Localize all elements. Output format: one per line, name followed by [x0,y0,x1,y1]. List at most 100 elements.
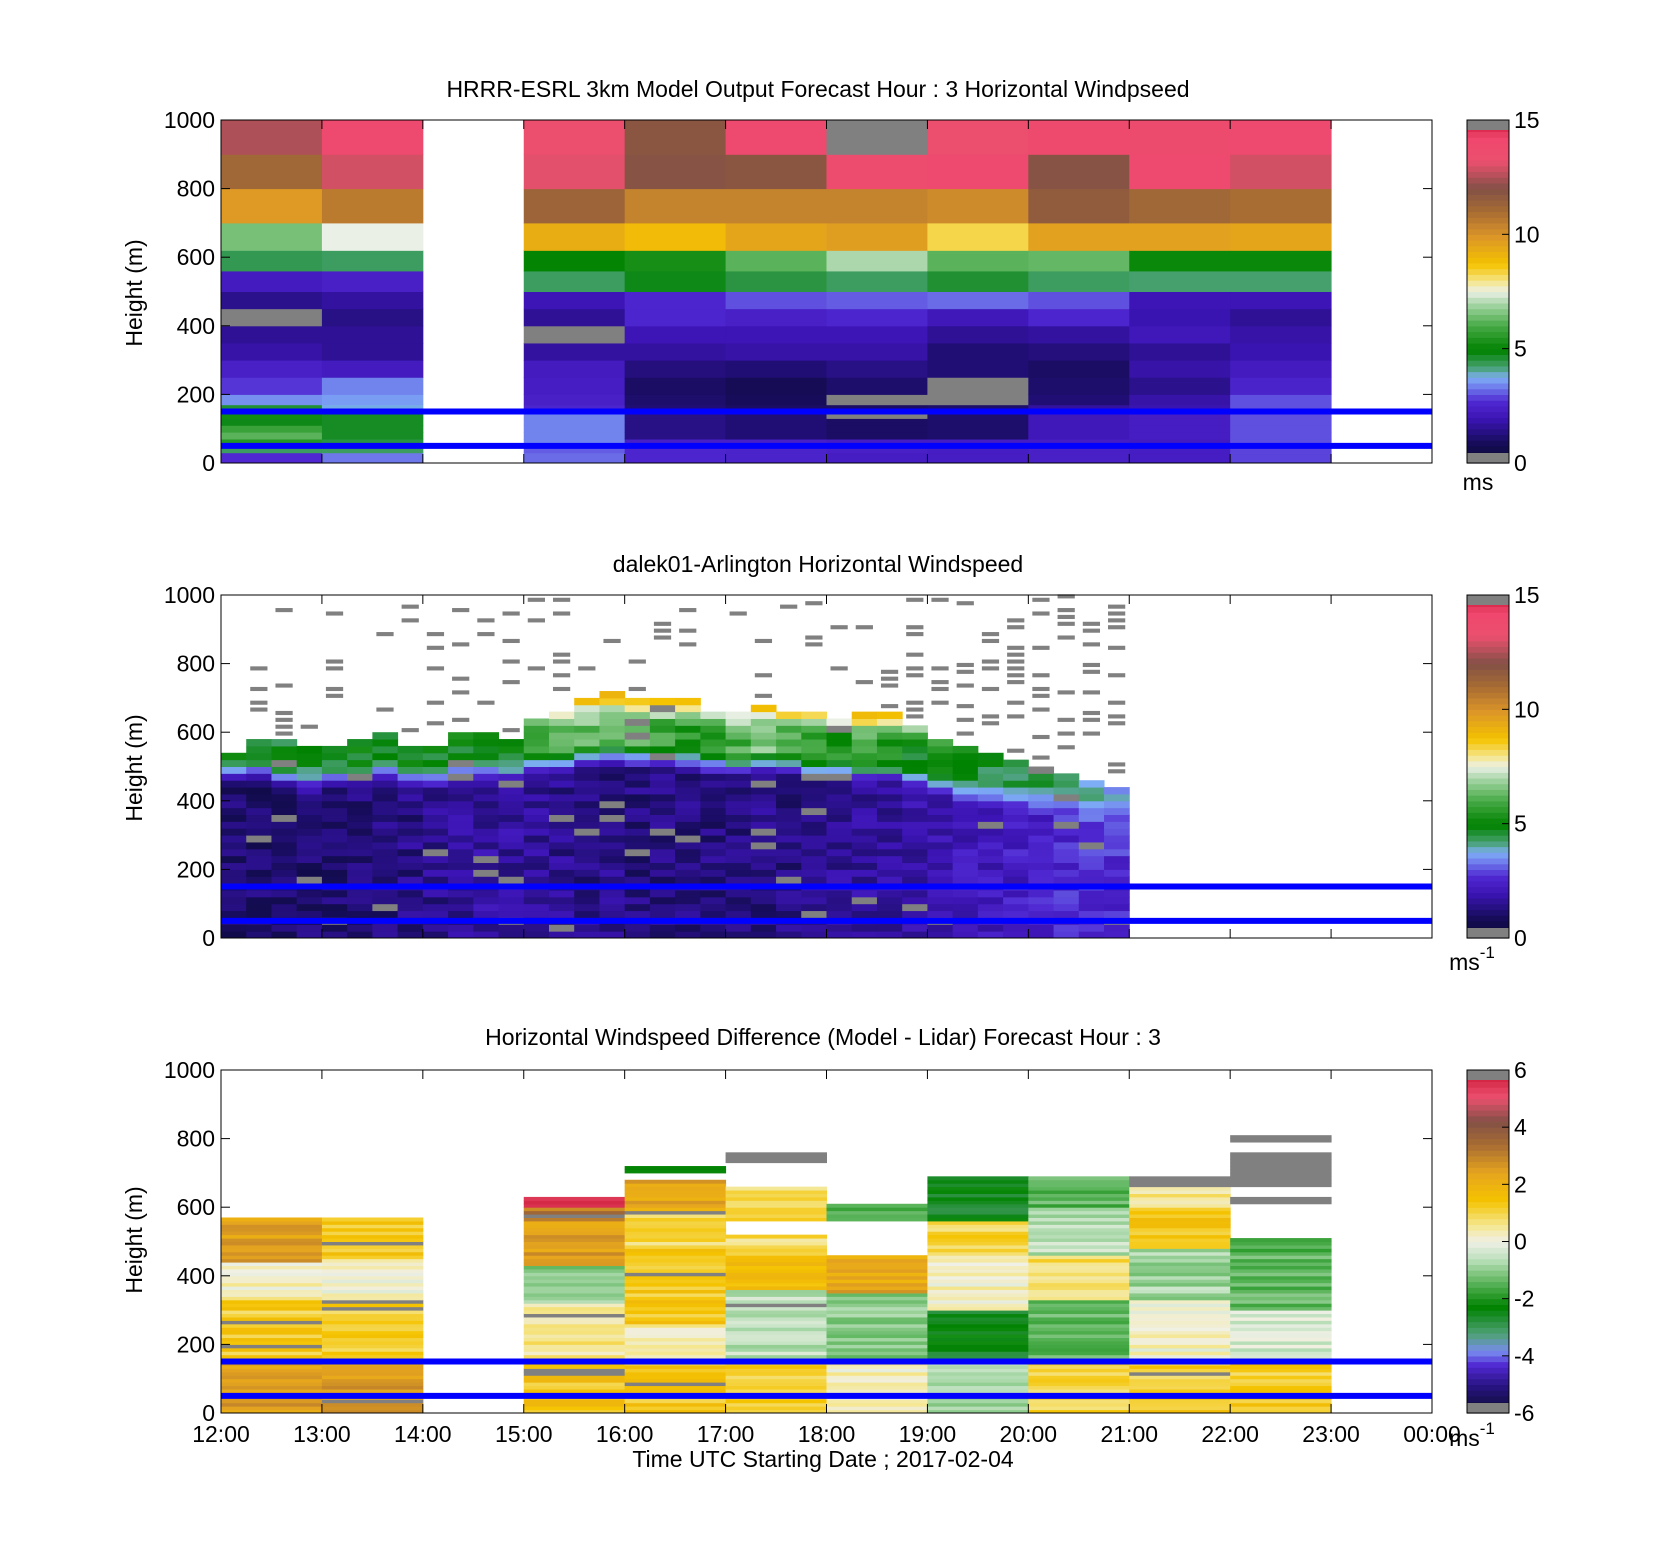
colorbar-segment [1467,331,1509,338]
heatmap-cell [321,1320,424,1325]
heatmap-cell [750,889,777,898]
heatmap-cell [1129,1272,1231,1277]
heatmap-cell [927,1193,1029,1198]
heatmap-cell [750,800,777,809]
heatmap-cell [624,1217,727,1222]
heatmap-cell [649,903,676,912]
heatmap-cell [448,862,474,870]
heatmap-cell [624,876,651,884]
heatmap-cell [1230,1402,1332,1407]
colorbar-segment [1467,617,1509,625]
missing-return [325,693,344,698]
heatmap-cell [372,800,399,809]
heatmap-cell [977,841,1004,850]
heatmap-cell [776,711,802,719]
heatmap-cell [826,752,853,761]
heatmap-cell [221,876,247,884]
missing-return [1007,673,1025,678]
heatmap-cell [1104,814,1130,822]
heatmap-cell [397,841,424,850]
heatmap-cell [927,1378,1029,1383]
heatmap-cell [548,896,575,905]
heatmap-cell [221,1402,323,1407]
colorbar-segment [1467,886,1509,893]
colorbar-segment [1467,675,1509,682]
heatmap-cell [599,855,626,864]
heatmap-cell [876,732,903,740]
heatmap-cell [725,1375,827,1380]
heatmap-cell [1028,1310,1130,1315]
colorbar-tick-label: 0 [1514,450,1527,476]
heatmap-cell [523,1214,626,1218]
heatmap-cell [523,325,626,344]
heatmap-cell [599,739,626,747]
heatmap-cell [1028,270,1130,292]
heatmap-cell [750,718,777,726]
heatmap-cell [750,732,777,740]
heatmap-cell [826,1203,928,1208]
heatmap-cell [876,752,903,761]
heatmap-cell [927,1282,1029,1287]
heatmap-cell [700,766,727,774]
heatmap-cell [498,841,525,850]
heatmap-cell [599,835,626,843]
heatmap-cell [725,1268,827,1273]
heatmap-cell [1129,1183,1231,1188]
heatmap-cell [624,1354,727,1359]
heatmap-cell [776,752,802,761]
heatmap-cell [1230,1313,1332,1318]
heatmap-cell [927,1337,1029,1342]
heatmap-cell [1028,325,1130,344]
missing-return [981,632,1000,637]
colorbar-segment [1467,640,1509,648]
heatmap-cell [448,732,474,740]
heatmap-cell [801,780,827,788]
heatmap-cell [321,1265,424,1270]
y-tick-label: 600 [177,244,215,270]
heatmap-cell [1129,120,1231,155]
heatmap-cell [902,862,928,870]
heatmap-cell [1129,1227,1231,1232]
heatmap-cell [246,745,272,754]
heatmap-cell [927,910,954,918]
heatmap-cell [675,807,701,816]
missing-return [906,625,924,630]
heatmap-cell [776,869,802,877]
heatmap-cell [675,869,701,877]
heatmap-cell [1230,1172,1332,1177]
heatmap-cell [498,835,525,843]
heatmap-cell [422,862,449,870]
heatmap-cell [700,780,727,788]
heatmap-cell [801,924,827,932]
heatmap-cell [523,889,550,898]
heatmap-cell [372,752,399,761]
heatmap-cell [1028,869,1055,877]
heatmap-cell [826,394,928,406]
heatmap-cell [548,732,575,740]
heatmap-cell [599,841,626,850]
missing-return [1032,707,1050,712]
colorbar-segment [1467,314,1509,321]
heatmap-cell [372,814,399,822]
heatmap-cell [826,910,853,918]
heatmap-cell [977,766,1004,774]
heatmap-cell [1028,1244,1130,1249]
heatmap-cell [523,1402,626,1407]
heatmap-cell [1028,377,1130,395]
missing-return [578,666,596,671]
heatmap-cell [851,752,878,761]
heatmap-cell [347,924,373,932]
heatmap-cell [725,1399,827,1404]
heatmap-cell [1230,1351,1332,1356]
heatmap-cell [473,732,500,740]
heatmap-cell [397,896,424,905]
heatmap-cell [296,896,323,905]
heatmap-cell [624,1344,727,1349]
heatmap-cell [321,896,348,905]
heatmap-cell [372,828,399,836]
heatmap-cell [776,739,802,747]
heatmap-cell [725,1371,827,1376]
missing-return [1057,731,1075,736]
heatmap-cell [826,876,853,884]
